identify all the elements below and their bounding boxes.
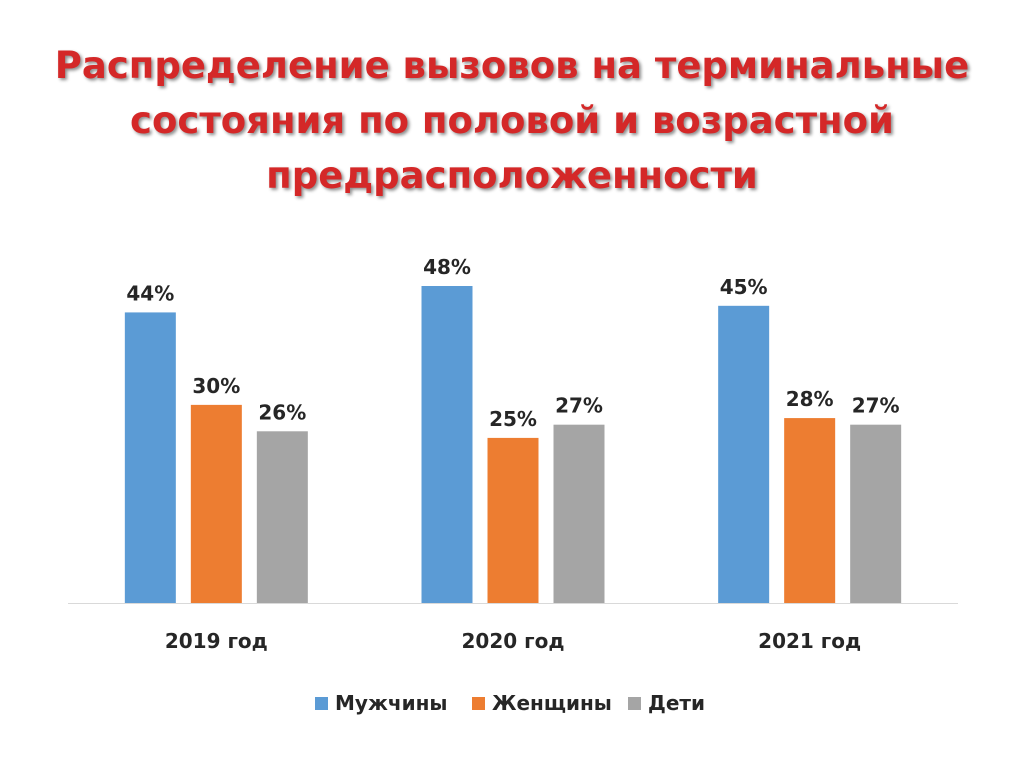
legend-swatch-2 (472, 697, 485, 710)
legend-swatch-3 (628, 697, 641, 710)
category-label-1: 2019 год (165, 629, 268, 653)
data-label-2-3: 27% (555, 394, 603, 418)
data-label-3-3: 27% (852, 394, 900, 418)
legend: Мужчины Женщины Дети (315, 691, 705, 715)
chart-title: Распределение вызовов на терминальные со… (0, 38, 1024, 203)
bar-3-3 (850, 424, 902, 603)
bar-2-1 (421, 286, 473, 603)
data-label-3-1: 45% (720, 275, 768, 299)
category-labels: 2019 год 2020 год 2021 год (165, 629, 861, 653)
bar-1-2 (190, 404, 242, 603)
category-label-2: 2020 год (462, 629, 565, 653)
category-label-3: 2021 год (758, 629, 861, 653)
bar-3-2 (784, 418, 836, 603)
bar-2-3 (553, 424, 605, 603)
data-label-3-2: 28% (786, 387, 834, 411)
bar-3-1 (718, 305, 770, 603)
legend-swatch-1 (315, 697, 328, 710)
data-label-1-1: 44% (126, 281, 174, 305)
title-line-2: состояния по половой и возрастной (130, 99, 894, 142)
legend-label-3: Дети (648, 691, 705, 715)
bars-group: 44% 30% 26% 48% 25% 27% 45% 28% 27% (124, 255, 902, 603)
bar-2-2 (487, 437, 539, 603)
data-label-2-1: 48% (423, 255, 471, 279)
data-label-1-2: 30% (192, 374, 240, 398)
legend-label-1: Мужчины (335, 691, 448, 715)
bar-1-3 (256, 431, 308, 603)
data-label-2-2: 25% (489, 407, 537, 431)
title-line-1: Распределение вызовов на терминальные (54, 44, 970, 87)
data-label-1-3: 26% (258, 400, 306, 424)
title-line-3: предрасположенности (266, 154, 758, 197)
legend-label-2: Женщины (492, 691, 612, 715)
bar-1-1 (124, 312, 176, 603)
